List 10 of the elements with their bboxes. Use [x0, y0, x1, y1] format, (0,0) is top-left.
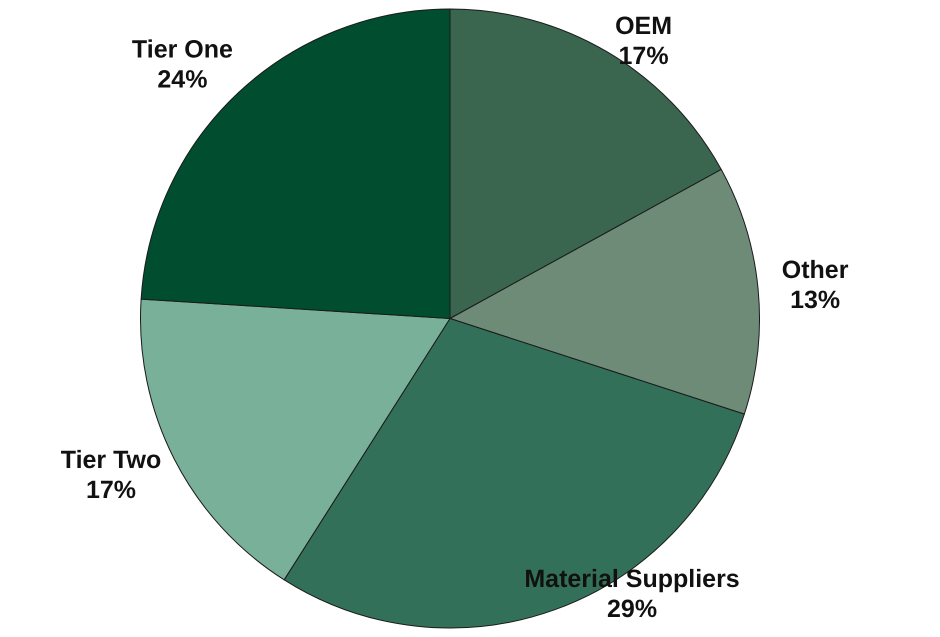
data-label: 24% — [157, 66, 208, 94]
slice-label: Tier One — [132, 36, 233, 64]
slice-label: OEM — [615, 12, 672, 40]
slice-label: Material Suppliers — [524, 564, 740, 593]
data-label: 17% — [86, 476, 136, 504]
slice-label: Other — [782, 256, 849, 284]
data-label: 13% — [790, 286, 840, 314]
data-label: 17% — [618, 42, 669, 70]
slice-label: Tier Two — [60, 446, 162, 474]
data-label: 29% — [607, 594, 658, 623]
